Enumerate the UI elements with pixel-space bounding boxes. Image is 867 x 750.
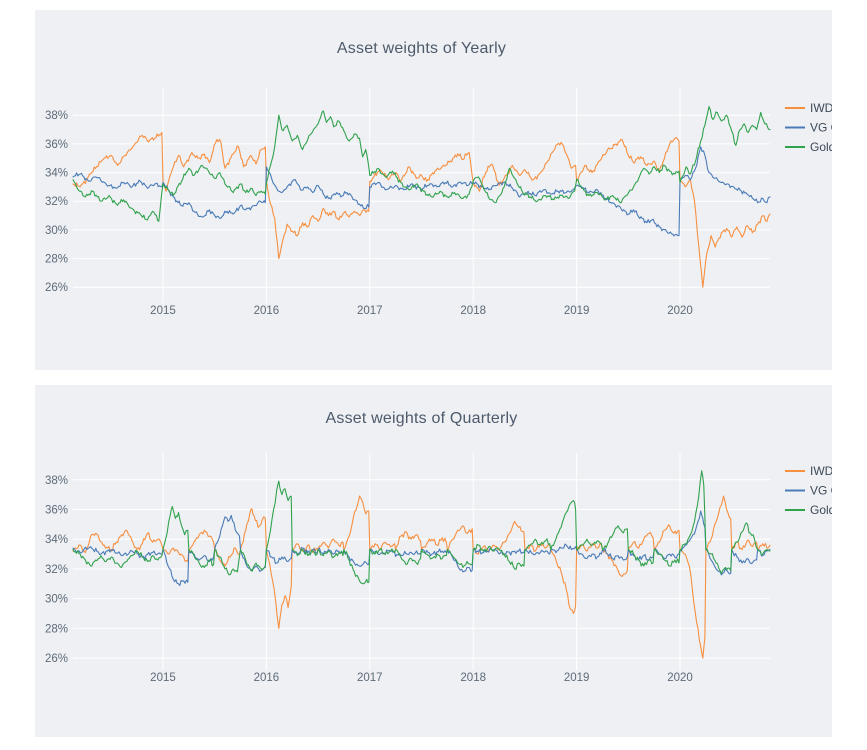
series-line-gold (72, 106, 771, 222)
x-axis-tick-label: 2020 (667, 672, 693, 684)
yearly-chart-title: Asset weights of Yearly (336, 40, 507, 57)
y-axis-tick-label: 30% (45, 225, 68, 237)
series-line-gold (72, 470, 771, 585)
x-axis-tick-label: 2019 (564, 305, 590, 317)
y-axis-tick-label: 26% (45, 282, 68, 294)
series-line-vg-gb (72, 146, 771, 237)
y-axis-tick-label: 30% (45, 594, 68, 606)
legend-label: VG GB (810, 484, 832, 498)
quarterly-chart-title: Asset weights of Quarterly (325, 410, 518, 427)
x-axis-tick-label: 2017 (357, 672, 383, 684)
x-axis-tick-label: 2015 (150, 305, 176, 317)
x-axis-tick-label: 2020 (667, 305, 693, 317)
y-axis-tick-label: 28% (45, 623, 68, 635)
x-axis-tick-label: 2019 (564, 672, 590, 684)
legend-label: Gold (810, 140, 832, 154)
y-axis-tick-label: 32% (45, 196, 68, 208)
y-axis-tick-label: 34% (45, 534, 68, 546)
legend-item-iwda[interactable]: IWDA (785, 101, 832, 115)
y-axis-tick-label: 34% (45, 168, 68, 180)
x-axis-tick-label: 2016 (254, 305, 280, 317)
legend-label: VG GB (810, 121, 832, 135)
y-axis-tick-label: 38% (45, 475, 68, 487)
series-line-iwda (72, 131, 771, 288)
legend-label: IWDA (810, 464, 832, 478)
x-axis-tick-label: 2018 (460, 672, 486, 684)
legend-item-vg-gb[interactable]: VG GB (785, 484, 832, 498)
legend-item-iwda[interactable]: IWDA (785, 464, 832, 478)
legend-item-gold[interactable]: Gold (785, 140, 832, 154)
series-line-iwda (72, 495, 771, 659)
yearly-plot-area[interactable]: 26% 28% 30% 32% 34% 36% 38% 2015 2016 2017 2018 201… (35, 10, 832, 370)
y-axis-tick-label: 28% (45, 254, 68, 266)
y-axis-tick-label: 36% (45, 504, 68, 516)
legend-item-gold[interactable]: Gold (785, 503, 832, 517)
x-axis-tick-label: 2018 (460, 305, 486, 317)
x-axis-tick-label: 2016 (254, 672, 280, 684)
legend-item-vg-gb[interactable]: VG GB (785, 121, 832, 135)
quarterly-chart-card: Asset weights of Quarterly 26% 28% 30% 32% 3… (35, 385, 832, 737)
yearly-chart-card: Asset weights of Yearly 26% 28% 30% 32% 34% 3… (35, 10, 832, 370)
x-axis-tick-label: 2015 (150, 672, 176, 684)
y-axis-tick-label: 36% (45, 139, 68, 151)
y-axis-tick-label: 38% (45, 110, 68, 122)
y-axis-tick-label: 32% (45, 564, 68, 576)
legend-label: Gold (810, 503, 832, 517)
x-axis-tick-label: 2017 (357, 305, 383, 317)
legend-label: IWDA (810, 101, 832, 115)
y-axis-tick-label: 26% (45, 653, 68, 665)
quarterly-plot-area[interactable]: 26% 28% 30% 32% 34% 36% 38% 2015 2016 2017 2018 201… (35, 385, 832, 737)
